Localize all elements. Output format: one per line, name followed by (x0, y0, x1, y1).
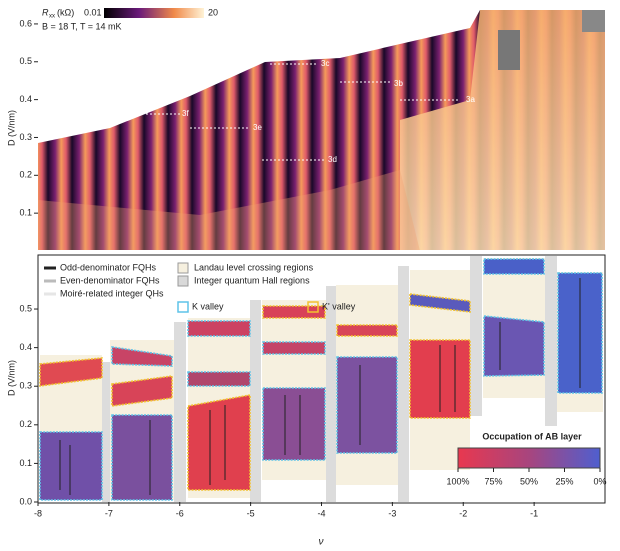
legend-label: K' valley (322, 301, 356, 311)
y-tick-label: 0.0 (19, 496, 32, 506)
y-tick-label: 0.3 (19, 381, 32, 391)
annotation: 3e (253, 123, 262, 132)
annotation: 3a (466, 95, 475, 104)
y-tick-label: 0.2 (19, 170, 32, 180)
legend-label: Even-denominator FQHs (60, 275, 160, 285)
y-tick-label: 0.4 (19, 342, 32, 352)
colorbar-label: xx (49, 14, 55, 20)
colorbar-tick: 20 (208, 7, 218, 17)
legend-swatch (307, 301, 319, 313)
annotation: 3c (321, 59, 329, 68)
x-tick-label: -8 (34, 508, 42, 518)
x-tick-label: -3 (388, 508, 396, 518)
y-tick-label: 0.5 (19, 56, 32, 66)
x-tick-label: -5 (247, 508, 255, 518)
y-tick-label: 0.5 (19, 303, 32, 313)
legend-swatch (177, 275, 189, 287)
colorbar-tick-label: 50% (520, 476, 538, 486)
x-axis-label: ν (319, 537, 324, 548)
y-tick-label: 0.6 (19, 18, 32, 28)
annotation: 3d (328, 155, 337, 164)
x-tick-label: -1 (530, 508, 538, 518)
colorbar-label: R (42, 7, 49, 17)
legend-label: Landau level crossing regions (194, 262, 314, 272)
colorbar (457, 447, 601, 469)
colorbar-tick-label: 75% (484, 476, 502, 486)
annotation: 3b (394, 79, 403, 88)
y-axis-label: D (V/nm) (6, 360, 16, 396)
legend-swatch (177, 301, 189, 313)
colorbar-tick: 0.01 (84, 7, 102, 17)
regions (39, 258, 603, 501)
legend-swatch (177, 262, 189, 274)
y-tick-label: 0.4 (19, 94, 32, 104)
annotation: 3f (182, 109, 189, 118)
x-tick-label: -6 (176, 508, 184, 518)
y-tick-label: 0.2 (19, 419, 32, 429)
y-tick-label: 0.3 (19, 132, 32, 142)
x-tick-label: -7 (105, 508, 113, 518)
y-tick-label: 0.1 (19, 458, 32, 468)
colorbar-tick-label: 25% (555, 476, 573, 486)
heatmap (38, 10, 605, 252)
colorbar-title: Occupation of AB layer (482, 431, 582, 441)
y-axis-label: D (V/nm) (6, 110, 16, 146)
legend-label: Odd-denominator FQHs (60, 262, 157, 272)
colorbar-tick-label: 100% (446, 476, 469, 486)
annotation-lines (130, 63, 460, 161)
x-tick-label: -2 (459, 508, 467, 518)
legend-label: Moiré-related integer QHs (60, 288, 164, 298)
colorbar (104, 8, 204, 18)
legend-label: K valley (192, 301, 224, 311)
x-tick-label: -4 (317, 508, 325, 518)
colorbar-tick-label: 0% (593, 476, 606, 486)
colorbar-label: (kΩ) (57, 7, 74, 17)
fqh-lines (59, 278, 581, 495)
y-tick-label: 0.1 (19, 208, 32, 218)
legend-label: Integer quantum Hall regions (194, 275, 310, 285)
integer-qh-regions (102, 256, 557, 502)
conditions: B = 18 T, T = 14 mK (42, 21, 122, 31)
